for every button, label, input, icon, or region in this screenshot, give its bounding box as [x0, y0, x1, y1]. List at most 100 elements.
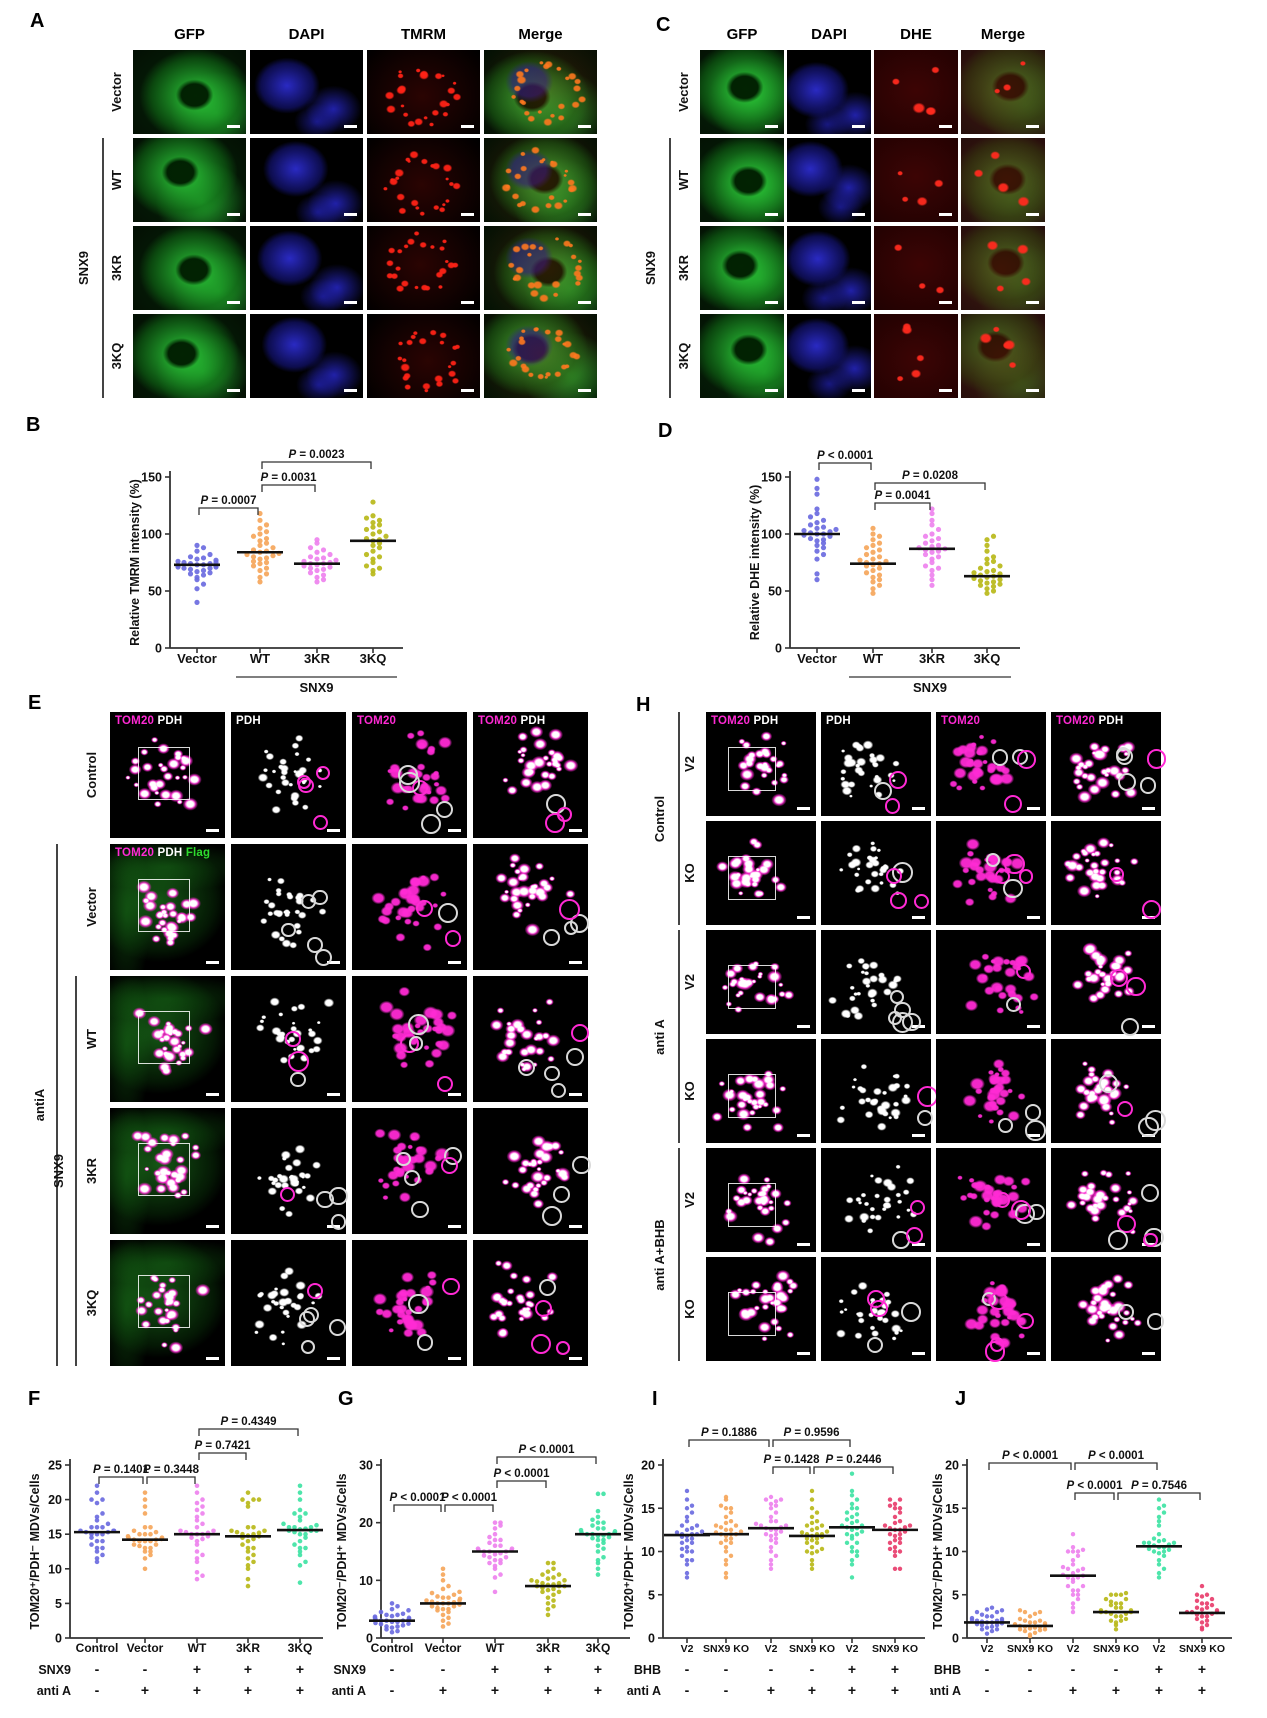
panel-j-chart: 0 5 10 15 20 TOM20⁻/PDH⁺ MDVs/Cells V2 SNX9 KO V…: [927, 1390, 1252, 1716]
selection-circle: [901, 1301, 922, 1322]
selection-circle: [1117, 1101, 1134, 1118]
micro-image-gfp: [133, 226, 246, 310]
selection-circle: [1003, 878, 1023, 899]
x-category-label: 3KR: [919, 651, 946, 666]
series-SNX9 KO anti A: [799, 1488, 830, 1571]
condition-value: -: [1114, 1661, 1119, 1677]
selection-circle: [534, 1299, 553, 1318]
x-category-label: V2: [681, 1643, 694, 1655]
micro-image-mergeC: [961, 226, 1045, 310]
p-value-label: P = 0.0031: [261, 472, 318, 484]
x-category-label: Control: [76, 1641, 119, 1655]
selection-circle: [1099, 1073, 1119, 1093]
condition-value: -: [1028, 1682, 1033, 1698]
selection-circle: [909, 1199, 926, 1216]
y-tick-label: 10: [48, 1562, 62, 1576]
x-category-label: SNX9 KO: [703, 1643, 749, 1655]
condition-value: +: [544, 1682, 552, 1698]
series-Control: [372, 1601, 412, 1635]
panel-j-letter: J: [955, 1388, 967, 1410]
panel-h-letter: H: [636, 694, 651, 716]
selection-circle: [396, 1151, 411, 1167]
selection-circle: [1018, 868, 1034, 884]
micro-image-pdh: [231, 844, 346, 970]
x-category-label: V2: [1153, 1643, 1166, 1655]
selection-circle: [572, 1155, 591, 1174]
series-SNX9 KO anti A+BHB: [882, 1497, 913, 1571]
selection-circle: [1017, 750, 1036, 769]
selection-circle: [888, 770, 908, 790]
selection-circle: [330, 1214, 347, 1230]
condition-value: -: [685, 1661, 690, 1677]
panel-b-chart: 0 50 100 150 Relative TMRM intensity (%) Vect…: [55, 420, 487, 708]
series-WT: [475, 1520, 515, 1595]
micro-image-dapi: [787, 50, 871, 134]
condition-value: +: [848, 1661, 856, 1677]
row-label: V2: [682, 756, 697, 772]
x-category-label: 3KQ: [586, 1641, 611, 1655]
selection-circle: [312, 814, 329, 831]
x-category-label: SNX9 KO: [1007, 1643, 1053, 1655]
condition-value: +: [296, 1682, 304, 1698]
p-value-label: P = 0.1886: [701, 1427, 757, 1439]
panel-d-letter: D: [658, 420, 673, 442]
comparison-bracket: [444, 1504, 494, 1512]
column-header: TMRM: [401, 26, 446, 43]
micro-image-tp: [473, 1108, 588, 1234]
channel-label-part: PDH: [236, 715, 261, 727]
y-tick-label: 15: [945, 1502, 959, 1516]
selection-circle: [553, 1186, 571, 1203]
selection-circle: [1121, 1018, 1140, 1037]
y-tick-label: 20: [945, 1459, 959, 1473]
inset-box: [728, 1074, 777, 1118]
y-tick-label: 10: [945, 1545, 959, 1559]
micro-image-tp: [706, 712, 816, 816]
selection-circle: [989, 1291, 1008, 1310]
x-category-label: Vector: [797, 651, 837, 666]
series-WT: [857, 525, 889, 596]
x-category-label: 3KQ: [360, 651, 387, 666]
micro-image-mergeA: [484, 226, 597, 310]
p-value-label: P < 0.0001: [1067, 1480, 1124, 1492]
x-category-label: SNX9 KO: [1093, 1643, 1139, 1655]
y-axis-label: TOM20⁺/PDH⁻ MDVs/Cells: [28, 1473, 42, 1629]
channel-label-part: PDH: [517, 715, 546, 727]
micro-image-tmrm: [367, 314, 480, 398]
selection-circle: [1109, 969, 1128, 988]
selection-circle: [1017, 1312, 1034, 1330]
selection-circle: [436, 800, 454, 818]
x-category-label: WT: [188, 1641, 207, 1655]
selection-circle: [411, 1200, 429, 1219]
y-tick-label: 20: [359, 1516, 373, 1530]
p-value-label: P = 0.9596: [784, 1427, 840, 1439]
micro-image-dhe: [874, 50, 958, 134]
image-channel-label: TOM20: [357, 715, 396, 727]
selection-circle: [444, 930, 462, 947]
micro-image-dhe: [874, 138, 958, 222]
selection-circle: [316, 765, 331, 781]
condition-row-label: BHB: [634, 1663, 661, 1677]
micro-image-pdh: [231, 976, 346, 1102]
inset-box: [728, 1183, 777, 1227]
panel-f-plot: 0 5 10 15 20 25 TOM20⁺/PDH⁻ MDVs/Cells Control V…: [28, 1416, 323, 1698]
selection-circle: [545, 793, 566, 814]
panel-i-plot: 0 5 10 15 20 TOM20⁺/PDH⁻ MDVs/Cells V2 SNX9 KO V…: [622, 1427, 925, 1698]
selection-circle: [905, 1227, 923, 1245]
channel-label-part: TOM20: [115, 847, 155, 859]
x-category-label: V2: [981, 1643, 994, 1655]
x-category-label: Control: [371, 1641, 414, 1655]
micro-image-tp: [1051, 1257, 1161, 1361]
y-tick-label: 0: [648, 1632, 655, 1646]
series-3KQ: [971, 533, 1003, 596]
selection-circle: [436, 1075, 454, 1093]
y-axis-label: TOM20⁺/PDH⁻ MDVs/Cells: [622, 1473, 636, 1629]
micro-image-gfp: [700, 50, 784, 134]
selection-circle: [991, 749, 1009, 766]
series-3KR: [229, 1490, 267, 1589]
y-tick-label: 15: [48, 1528, 62, 1542]
selection-circle: [1004, 853, 1025, 874]
selection-circle: [1006, 996, 1022, 1012]
condition-value: -: [390, 1682, 395, 1698]
